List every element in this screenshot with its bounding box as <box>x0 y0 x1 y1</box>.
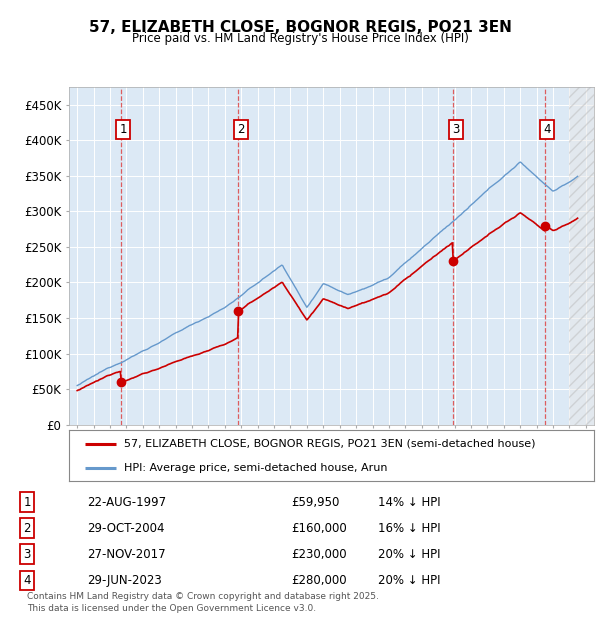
Text: 29-JUN-2023: 29-JUN-2023 <box>87 574 162 587</box>
Text: 57, ELIZABETH CLOSE, BOGNOR REGIS, PO21 3EN: 57, ELIZABETH CLOSE, BOGNOR REGIS, PO21 … <box>89 20 511 35</box>
Text: 16% ↓ HPI: 16% ↓ HPI <box>378 522 440 534</box>
Text: 2: 2 <box>237 123 245 136</box>
Text: 3: 3 <box>23 548 31 560</box>
Text: 57, ELIZABETH CLOSE, BOGNOR REGIS, PO21 3EN (semi-detached house): 57, ELIZABETH CLOSE, BOGNOR REGIS, PO21 … <box>124 439 536 449</box>
Text: 20% ↓ HPI: 20% ↓ HPI <box>378 574 440 587</box>
Text: 22-AUG-1997: 22-AUG-1997 <box>87 496 166 508</box>
Text: HPI: Average price, semi-detached house, Arun: HPI: Average price, semi-detached house,… <box>124 463 388 473</box>
Text: Contains HM Land Registry data © Crown copyright and database right 2025.
This d: Contains HM Land Registry data © Crown c… <box>27 591 379 613</box>
Text: £160,000: £160,000 <box>291 522 347 534</box>
Text: 29-OCT-2004: 29-OCT-2004 <box>87 522 164 534</box>
Text: 2: 2 <box>23 522 31 534</box>
Text: 3: 3 <box>452 123 459 136</box>
Text: 4: 4 <box>23 574 31 587</box>
Text: 27-NOV-2017: 27-NOV-2017 <box>87 548 166 560</box>
Text: 4: 4 <box>544 123 551 136</box>
Text: £230,000: £230,000 <box>291 548 347 560</box>
Text: £280,000: £280,000 <box>291 574 347 587</box>
Text: 1: 1 <box>23 496 31 508</box>
Bar <box>569 87 600 425</box>
Text: 1: 1 <box>119 123 127 136</box>
Text: 14% ↓ HPI: 14% ↓ HPI <box>378 496 440 508</box>
Text: £59,950: £59,950 <box>291 496 340 508</box>
Text: 20% ↓ HPI: 20% ↓ HPI <box>378 548 440 560</box>
Text: Price paid vs. HM Land Registry's House Price Index (HPI): Price paid vs. HM Land Registry's House … <box>131 32 469 45</box>
